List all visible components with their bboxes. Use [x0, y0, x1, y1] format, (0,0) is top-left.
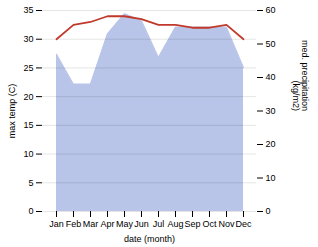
svg-text:50: 50	[266, 39, 276, 49]
svg-text:Dec: Dec	[235, 219, 252, 229]
svg-text:10: 10	[266, 173, 276, 183]
svg-text:30: 30	[23, 34, 33, 44]
svg-text:max temp (C): max temp (C)	[7, 84, 17, 139]
svg-text:May: May	[116, 219, 134, 229]
svg-text:5: 5	[28, 178, 33, 188]
svg-text:Nov: Nov	[218, 219, 235, 229]
svg-text:date (month): date (month)	[124, 234, 175, 244]
svg-text:Sep: Sep	[184, 219, 200, 229]
svg-text:15: 15	[23, 120, 33, 130]
svg-text:40: 40	[266, 72, 276, 82]
svg-text:Jan: Jan	[49, 219, 64, 229]
svg-text:Jul: Jul	[153, 219, 165, 229]
svg-text:10: 10	[23, 149, 33, 159]
svg-text:60: 60	[266, 5, 276, 15]
svg-text:Aug: Aug	[167, 219, 183, 229]
svg-text:0: 0	[266, 206, 271, 216]
svg-text:Apr: Apr	[100, 219, 114, 229]
svg-text:30: 30	[266, 106, 276, 116]
svg-text:20: 20	[23, 92, 33, 102]
svg-text:Jun: Jun	[134, 219, 149, 229]
svg-text:20: 20	[266, 139, 276, 149]
svg-text:0: 0	[28, 206, 33, 216]
svg-text:Mar: Mar	[83, 219, 99, 229]
svg-text:med. precipitation(kg/m2): med. precipitation(kg/m2)	[291, 40, 310, 111]
svg-text:25: 25	[23, 63, 33, 73]
svg-text:Feb: Feb	[66, 219, 82, 229]
svg-text:35: 35	[23, 5, 33, 15]
svg-text:Oct: Oct	[202, 219, 217, 229]
